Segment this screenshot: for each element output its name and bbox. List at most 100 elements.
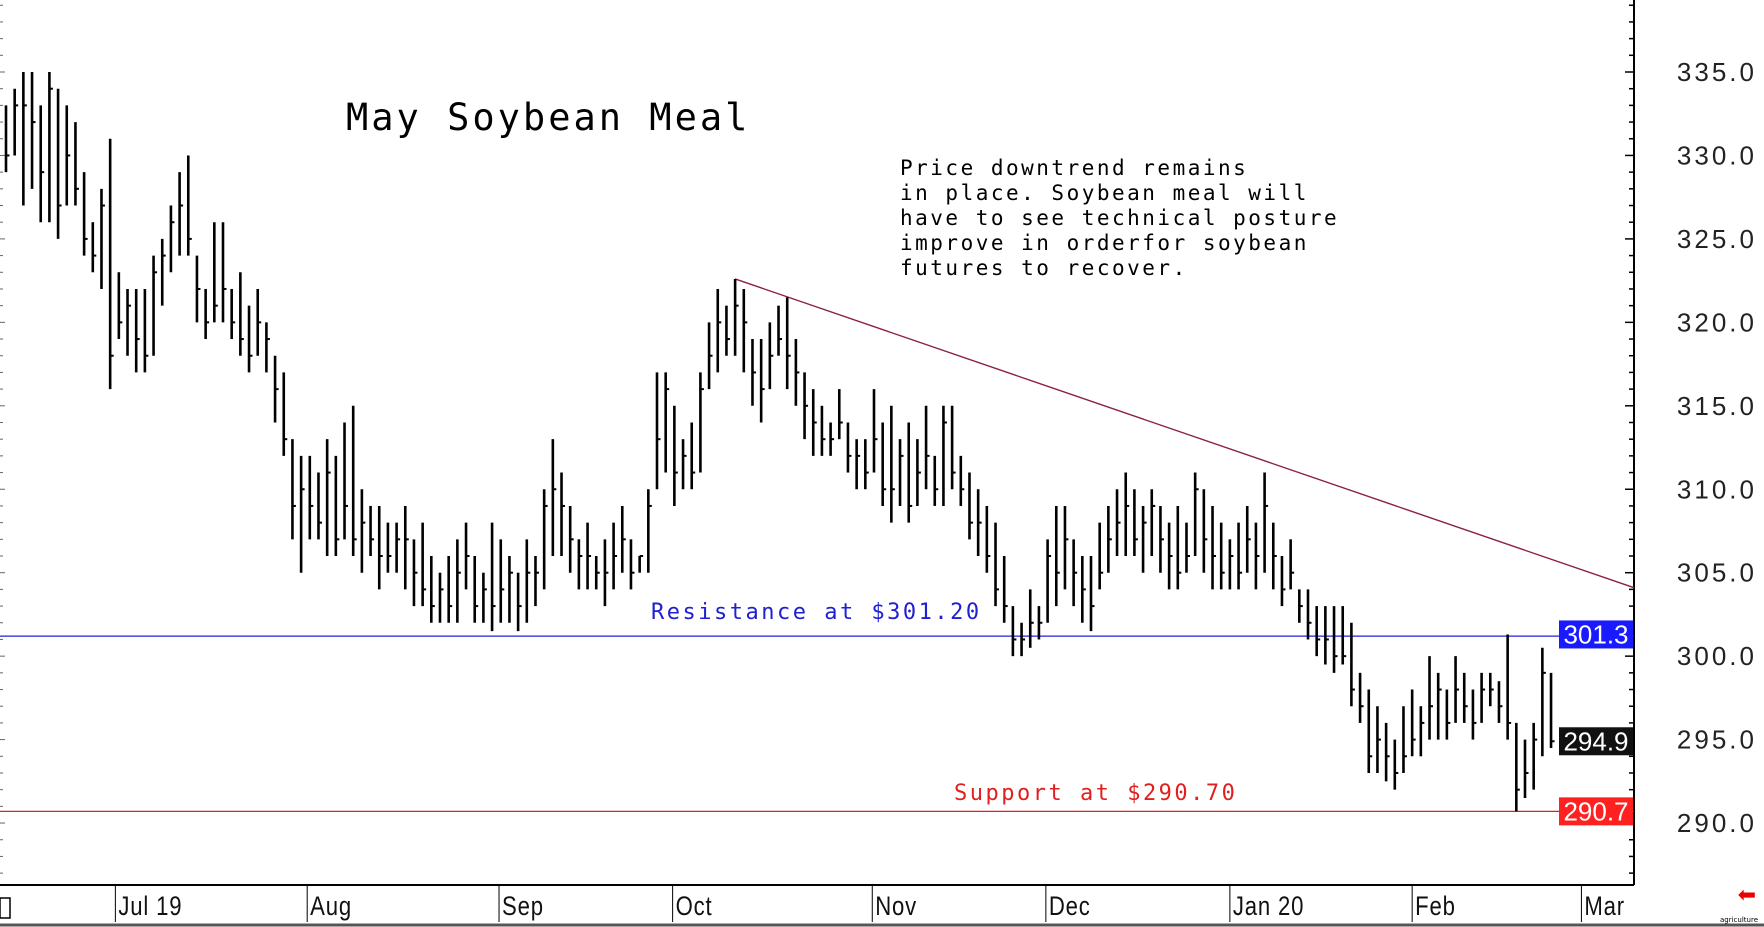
price-bar — [898, 439, 904, 506]
price-bar — [1419, 706, 1425, 757]
price-bar — [82, 172, 88, 256]
price-bar — [881, 422, 887, 506]
price-bar — [733, 278, 739, 356]
price-bar — [837, 389, 843, 440]
price-bar — [65, 105, 71, 206]
price-bar — [403, 505, 409, 590]
price-bar — [265, 322, 270, 373]
price-bar — [959, 455, 965, 506]
price-bar — [768, 322, 774, 390]
price-bar — [1254, 522, 1260, 590]
price-bar — [325, 439, 331, 557]
price-bar — [1428, 656, 1434, 740]
price-bar — [1054, 505, 1060, 607]
price-bar — [447, 556, 453, 623]
price-bar — [525, 539, 531, 623]
x-tick-label: Jan 20 — [1233, 892, 1304, 922]
price-bar — [872, 389, 878, 473]
chart-annotation: Price downtrend remains in place. Soybea… — [900, 156, 1340, 280]
price-bar — [247, 305, 253, 373]
price-bar — [785, 297, 791, 390]
price-bar — [464, 522, 470, 590]
price-bar — [1480, 672, 1486, 723]
price-bar — [1410, 689, 1416, 757]
price-bar — [759, 339, 765, 423]
price-bar — [1541, 647, 1546, 757]
price-bar — [30, 72, 36, 189]
price-bar — [655, 372, 661, 490]
price-bar — [1089, 556, 1095, 632]
price-bar — [1332, 606, 1338, 673]
price-bar — [1376, 706, 1381, 773]
price-bar — [1150, 489, 1156, 557]
price-bar — [1028, 589, 1034, 648]
price-bar — [299, 455, 305, 573]
price-bar — [516, 572, 522, 632]
price-bar — [126, 288, 132, 356]
price-bar — [160, 238, 166, 306]
y-tick-label: 305.0 — [1677, 558, 1757, 588]
price-bar — [1193, 472, 1199, 557]
price-bar — [690, 422, 696, 490]
price-bar — [1280, 556, 1286, 607]
price-marker-box — [1559, 797, 1633, 826]
price-bar — [846, 422, 852, 473]
price-bar — [1263, 472, 1269, 573]
price-bar — [438, 572, 444, 623]
price-bar — [620, 505, 626, 573]
price-bar — [985, 505, 991, 573]
price-bar — [664, 372, 670, 473]
price-bar — [1072, 539, 1078, 607]
resistance-label: Resistance at $301.20 — [651, 600, 982, 625]
x-tick-label: Nov — [875, 892, 917, 922]
price-bar — [490, 522, 496, 632]
price-bar — [751, 339, 756, 406]
price-bar — [308, 455, 314, 540]
price-bar — [1185, 522, 1190, 573]
price-bar — [482, 572, 487, 623]
price-bar — [864, 439, 869, 490]
x-tick-label: Feb — [1415, 892, 1456, 922]
price-bar — [369, 505, 375, 557]
chart-title: May Soybean Meal — [346, 96, 751, 139]
price-bar — [673, 405, 678, 506]
price-bar — [1228, 539, 1234, 590]
y-tick-label: 300.0 — [1677, 641, 1757, 671]
price-bar — [412, 539, 418, 607]
price-bar — [317, 472, 322, 540]
price-bar — [699, 372, 704, 473]
price-bar — [239, 272, 244, 356]
price-bar — [534, 556, 539, 607]
price-bar — [933, 455, 939, 506]
price-bar — [542, 489, 548, 590]
price-bar — [707, 322, 713, 390]
price-bar — [1107, 505, 1112, 573]
price-marker-label: 301.3 — [1563, 619, 1628, 649]
price-bar — [924, 405, 930, 490]
price-bar — [994, 522, 1000, 607]
price-bar — [742, 288, 748, 373]
price-bar — [256, 288, 262, 356]
price-bar — [716, 288, 722, 373]
price-bar — [612, 522, 618, 590]
price-bar — [890, 405, 895, 523]
price-bar — [291, 439, 296, 540]
price-bar — [1350, 622, 1355, 707]
price-bar — [1298, 589, 1303, 623]
price-bar — [568, 505, 574, 573]
price-bar — [1124, 472, 1130, 557]
price-bar — [1020, 622, 1026, 657]
y-tick-label: 295.0 — [1677, 725, 1757, 755]
price-bar — [1176, 505, 1182, 590]
x-tick-label: Mar — [1584, 892, 1625, 922]
red-left-arrow-icon[interactable]: ⬅ — [1737, 883, 1756, 908]
price-bar — [916, 439, 921, 506]
price-marker-box — [1559, 727, 1633, 756]
price-bar — [360, 489, 366, 573]
price-bar — [1245, 505, 1251, 573]
price-bar — [4, 105, 10, 173]
price-bar — [100, 188, 105, 289]
price-bar — [178, 172, 184, 256]
price-bar — [204, 288, 210, 340]
